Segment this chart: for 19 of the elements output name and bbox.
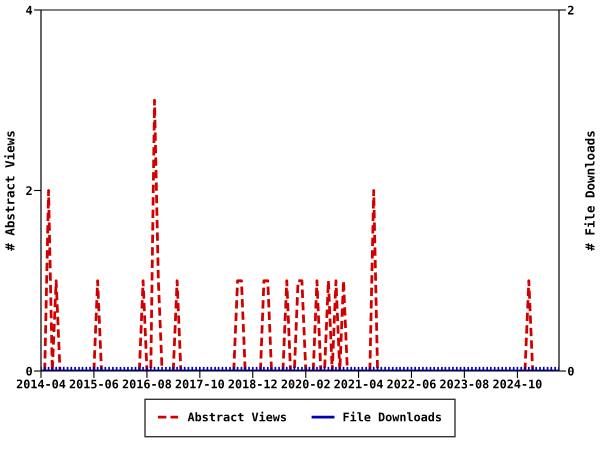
x-tick-label: 2015-06: [70, 380, 118, 388]
y-axis-title: # Abstract Views: [4, 131, 15, 251]
legend-label: File Downloads: [344, 412, 442, 422]
x-tick-label: 2021-04: [334, 380, 383, 388]
legend-label: Abstract Views: [188, 412, 286, 422]
y-tick-label: 0: [26, 366, 32, 376]
x-tick-label: 2022-06: [387, 380, 436, 388]
x-tick-label: 2017-10: [176, 380, 224, 388]
x-tick-label: 2024-10: [493, 380, 542, 388]
x-tick-label: 2016-08: [122, 380, 172, 388]
y2-axis-title: # File Downloads: [584, 131, 595, 251]
y-tick-label: 2: [26, 186, 32, 195]
x-tick-label: 2023-08: [440, 380, 488, 388]
x-tick-label: 2014-04: [16, 380, 66, 388]
y-tick-label: 4: [26, 6, 32, 14]
x-tick-label: 2018-12: [228, 380, 277, 388]
y2-tick-label: 2: [568, 6, 574, 14]
x-tick-label: 2020-02: [282, 380, 330, 388]
y2-tick-label: 0: [568, 366, 574, 376]
